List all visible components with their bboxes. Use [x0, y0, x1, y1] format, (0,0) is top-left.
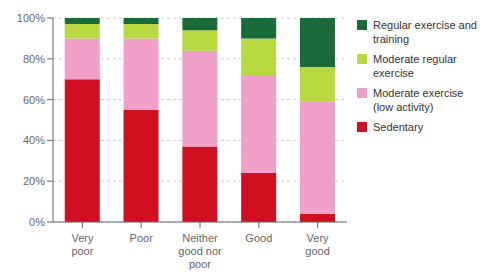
svg-text:80%: 80% [23, 53, 45, 65]
svg-text:0%: 0% [29, 216, 45, 228]
svg-text:60%: 60% [23, 94, 45, 106]
svg-text:100%: 100% [17, 12, 45, 24]
html-text:Regular exercise and training: Regular exercise and training [373, 19, 477, 45]
html-text:Sedentary: Sedentary [373, 121, 424, 133]
svg-text:Good: Good [245, 232, 272, 244]
html-text:Moderate exercise (low activit: Moderate exercise (low activity) [373, 87, 464, 113]
svg-text:20%: 20% [23, 175, 45, 187]
svg-text:Poor: Poor [130, 232, 154, 244]
svg-text:Verypoor: Verypoor [71, 232, 94, 257]
html-text:Moderate regular exercise: Moderate regular exercise [373, 53, 457, 79]
svg-text:Verygood: Verygood [305, 232, 329, 257]
svg-text:Neithergood norpoor: Neithergood norpoor [178, 232, 222, 270]
svg-text:40%: 40% [23, 134, 45, 146]
